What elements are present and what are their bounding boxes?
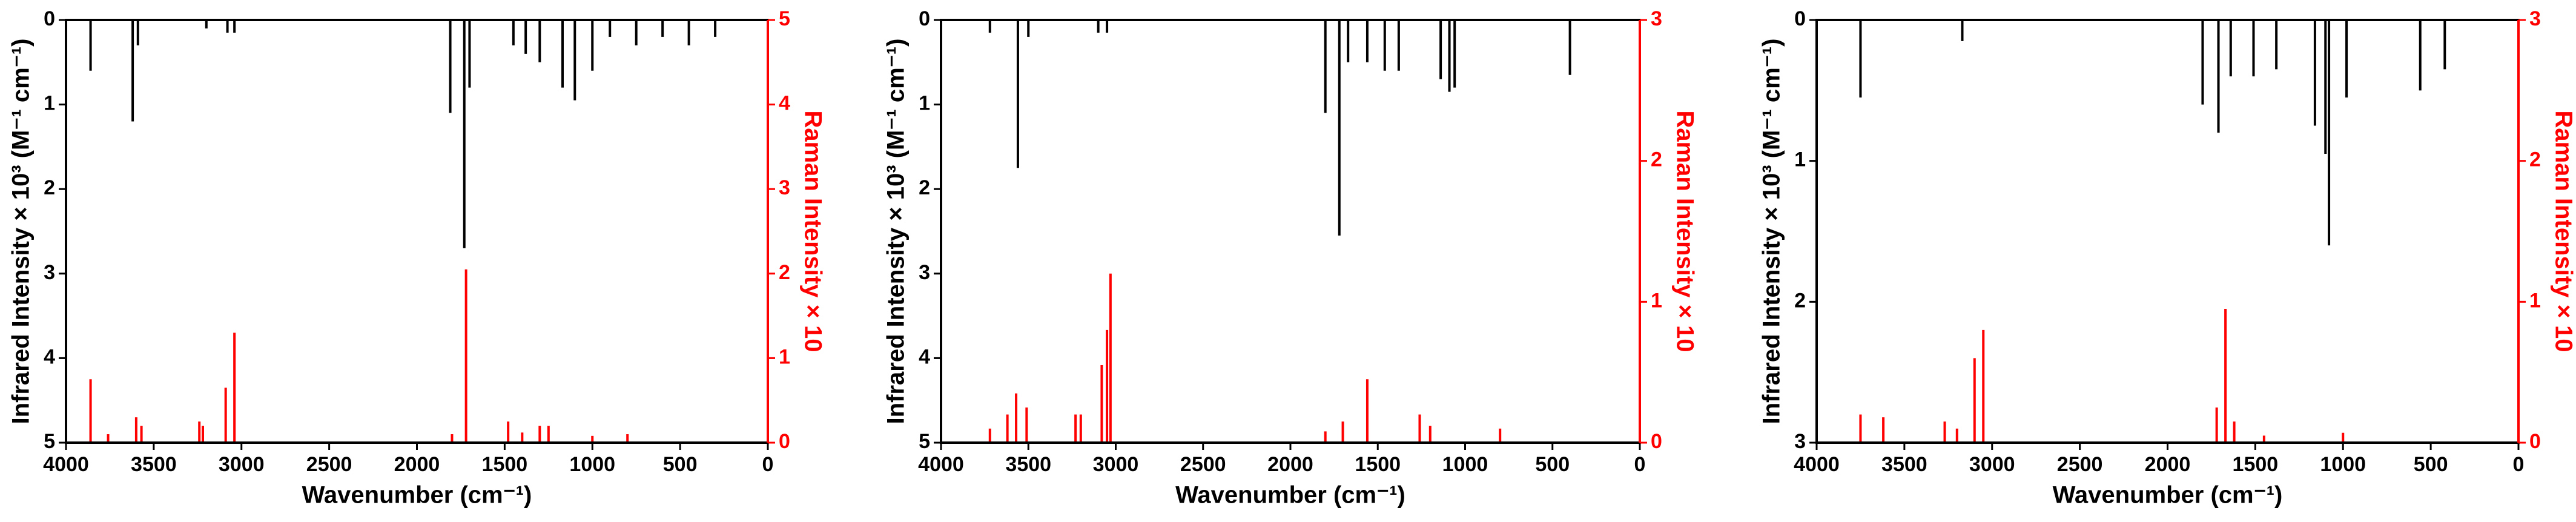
y-tick-label: 2 bbox=[44, 176, 55, 199]
y-tick-label: 0 bbox=[919, 7, 930, 30]
x-axis-label: Wavenumber (cm⁻¹) bbox=[1175, 482, 1405, 509]
x-tick-label: 1000 bbox=[569, 453, 615, 476]
y-tick-label: 3 bbox=[1794, 430, 1806, 453]
y2-axis-label: Raman Intensity × 10 bbox=[799, 110, 826, 352]
x-tick-label: 2000 bbox=[2145, 453, 2191, 476]
y2-tick-label: 2 bbox=[1651, 148, 1662, 171]
x-tick-label: 3000 bbox=[1969, 453, 2015, 476]
x-tick-label: 0 bbox=[762, 453, 774, 476]
x-tick-label: 3500 bbox=[131, 453, 177, 476]
y-tick-label: 4 bbox=[44, 345, 55, 368]
x-tick-label: 3000 bbox=[219, 453, 265, 476]
y-tick-label: 1 bbox=[44, 92, 55, 115]
y-tick-label: 3 bbox=[44, 261, 55, 284]
x-tick-label: 500 bbox=[2414, 453, 2448, 476]
x-tick-label: 1500 bbox=[2233, 453, 2279, 476]
plot-frame bbox=[940, 19, 1641, 444]
x-tick-label: 1500 bbox=[482, 453, 528, 476]
y-tick-label: 1 bbox=[1794, 148, 1806, 171]
x-tick-label: 1500 bbox=[1355, 453, 1401, 476]
x-tick-label: 3000 bbox=[1093, 453, 1139, 476]
y-tick-label: 3 bbox=[919, 261, 930, 284]
x-tick-label: 2000 bbox=[394, 453, 440, 476]
y2-tick-label: 4 bbox=[779, 92, 790, 115]
y-axis-label: Infrared Intensity × 10³ (M⁻¹ cm⁻¹) bbox=[883, 39, 910, 425]
x-tick-label: 0 bbox=[2513, 453, 2525, 476]
y-axis-label: Infrared Intensity × 10³ (M⁻¹ cm⁻¹) bbox=[8, 39, 35, 425]
y2-tick-label: 1 bbox=[2529, 289, 2541, 312]
y-tick-label: 5 bbox=[44, 430, 55, 453]
y2-tick-label: 1 bbox=[779, 345, 790, 368]
x-tick-label: 2500 bbox=[306, 453, 352, 476]
plot-frame bbox=[65, 19, 769, 444]
x-axis-label: Wavenumber (cm⁻¹) bbox=[302, 482, 532, 509]
x-tick-label: 1000 bbox=[1442, 453, 1488, 476]
x-tick-label: 4000 bbox=[43, 453, 89, 476]
x-tick-label: 500 bbox=[663, 453, 698, 476]
y-tick-label: 5 bbox=[919, 430, 930, 453]
x-tick-label: 2500 bbox=[1180, 453, 1226, 476]
x-tick-label: 3500 bbox=[1881, 453, 1927, 476]
y-tick-label: 0 bbox=[44, 7, 55, 30]
y-tick-label: 1 bbox=[919, 92, 930, 115]
y2-tick-label: 2 bbox=[2529, 148, 2541, 171]
y2-axis-label: Raman Intensity × 10 bbox=[1671, 110, 1698, 352]
y2-tick-label: 1 bbox=[1651, 289, 1662, 312]
x-tick-label: 2500 bbox=[2057, 453, 2103, 476]
y2-tick-label: 5 bbox=[779, 7, 790, 30]
x-tick-label: 1000 bbox=[2320, 453, 2366, 476]
y-tick-label: 4 bbox=[919, 345, 930, 368]
x-tick-label: 2000 bbox=[1267, 453, 1313, 476]
x-tick-label: 4000 bbox=[918, 453, 964, 476]
x-tick-label: 3500 bbox=[1005, 453, 1051, 476]
y2-tick-label: 3 bbox=[2529, 7, 2541, 30]
x-axis-label: Wavenumber (cm⁻¹) bbox=[2053, 482, 2283, 509]
y-tick-label: 0 bbox=[1794, 7, 1806, 30]
plot-frame bbox=[1815, 19, 2520, 444]
y-axis-label: Infrared Intensity × 10³ (M⁻¹ cm⁻¹) bbox=[1759, 39, 1785, 425]
y2-tick-label: 3 bbox=[1651, 7, 1662, 30]
y2-tick-label: 2 bbox=[779, 261, 790, 284]
x-tick-label: 4000 bbox=[1794, 453, 1840, 476]
y2-axis-label: Raman Intensity × 10 bbox=[2550, 110, 2576, 352]
x-tick-label: 0 bbox=[1634, 453, 1646, 476]
y2-tick-label: 3 bbox=[779, 176, 790, 199]
y-tick-label: 2 bbox=[1794, 289, 1806, 312]
y2-tick-label: 0 bbox=[779, 430, 790, 453]
x-tick-label: 500 bbox=[1535, 453, 1570, 476]
y2-tick-label: 0 bbox=[1651, 430, 1662, 453]
y2-tick-label: 0 bbox=[2529, 430, 2541, 453]
y-tick-label: 2 bbox=[919, 176, 930, 199]
